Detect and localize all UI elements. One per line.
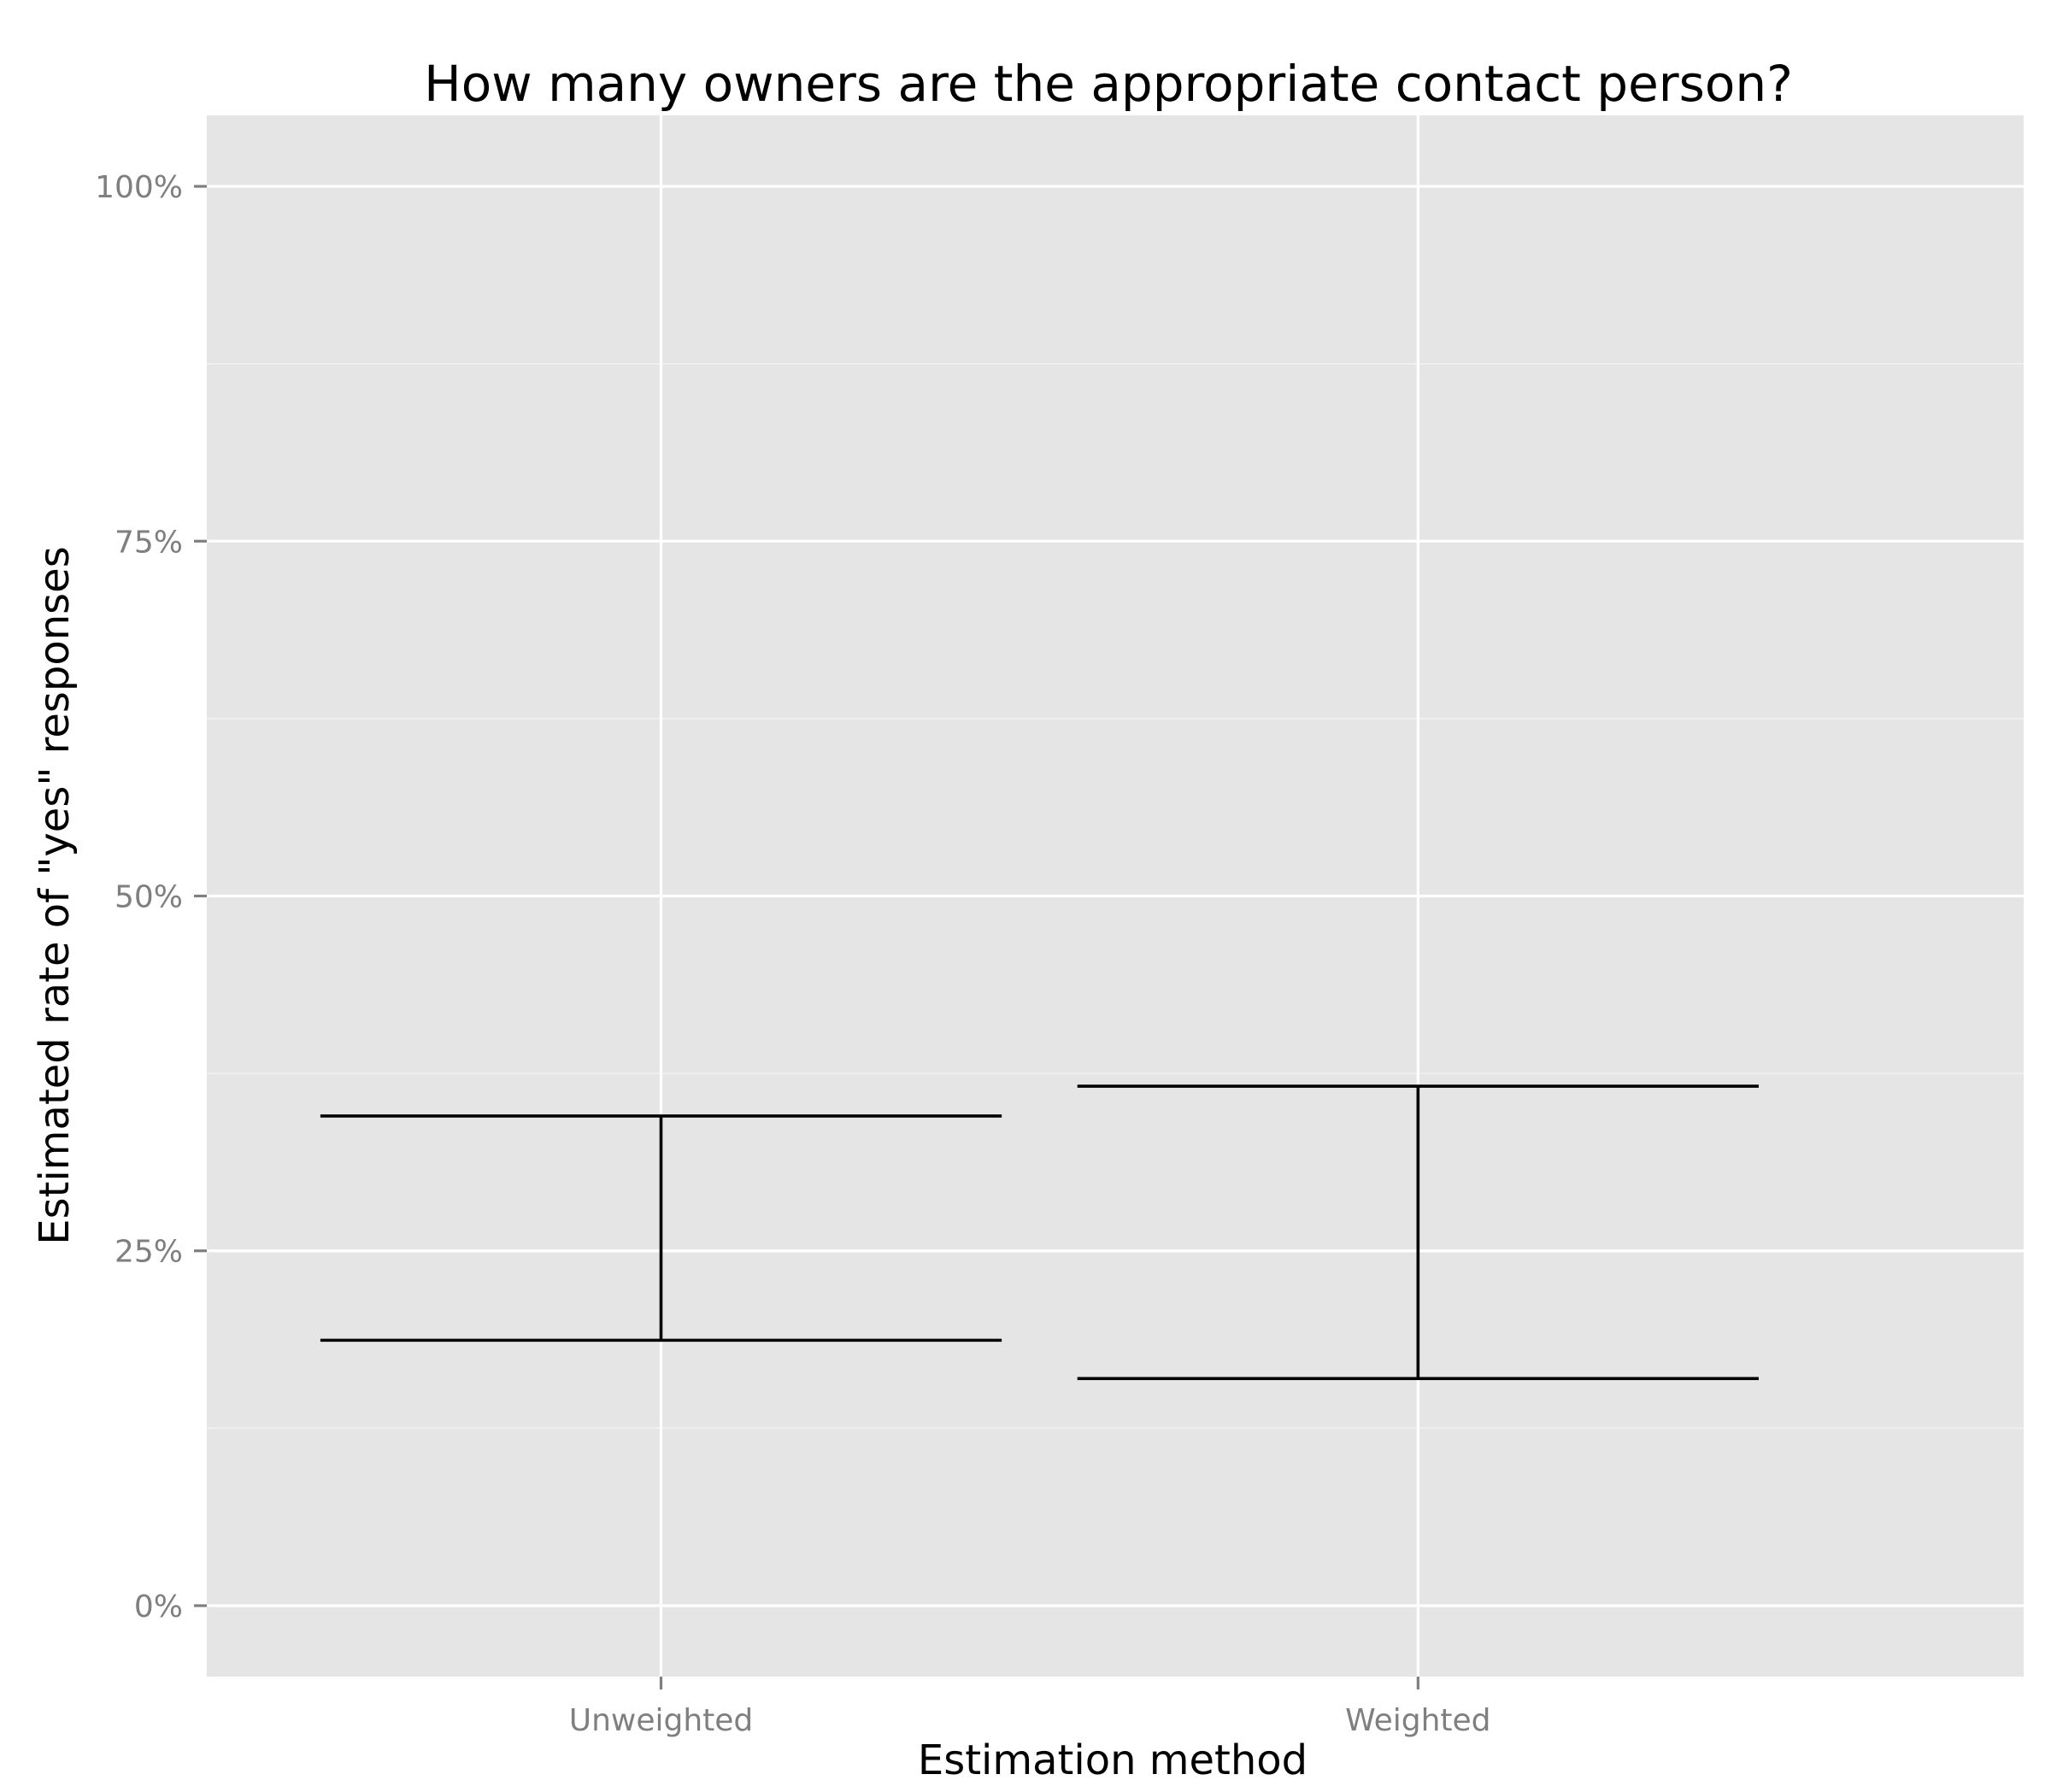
y-axis: 0% 25% 50% 75% 100% <box>95 170 207 1625</box>
x-axis-title: Estimation method <box>918 1736 1308 1784</box>
x-tick-label: Unweighted <box>569 1703 754 1738</box>
chart-title: How many owners are the appropriate cont… <box>424 55 1793 113</box>
y-axis-title: Estimated rate of "yes" responses <box>31 546 79 1244</box>
error-bars <box>320 1084 1759 1381</box>
major-gridlines-x <box>659 115 1419 1677</box>
y-tick-label: 25% <box>115 1235 183 1270</box>
errorbar-weighted <box>1077 1084 1759 1381</box>
minor-gridlines <box>207 362 2024 1430</box>
y-tick-label: 100% <box>95 170 183 205</box>
y-tick-label: 0% <box>134 1589 183 1625</box>
errorbar-unweighted <box>320 1114 1002 1343</box>
y-tick-label: 75% <box>115 525 183 560</box>
x-axis: Unweighted Weighted <box>569 1677 1491 1738</box>
y-tick-label: 50% <box>115 880 183 915</box>
major-gridlines-y <box>207 185 2024 1607</box>
x-tick-label: Weighted <box>1345 1703 1490 1738</box>
